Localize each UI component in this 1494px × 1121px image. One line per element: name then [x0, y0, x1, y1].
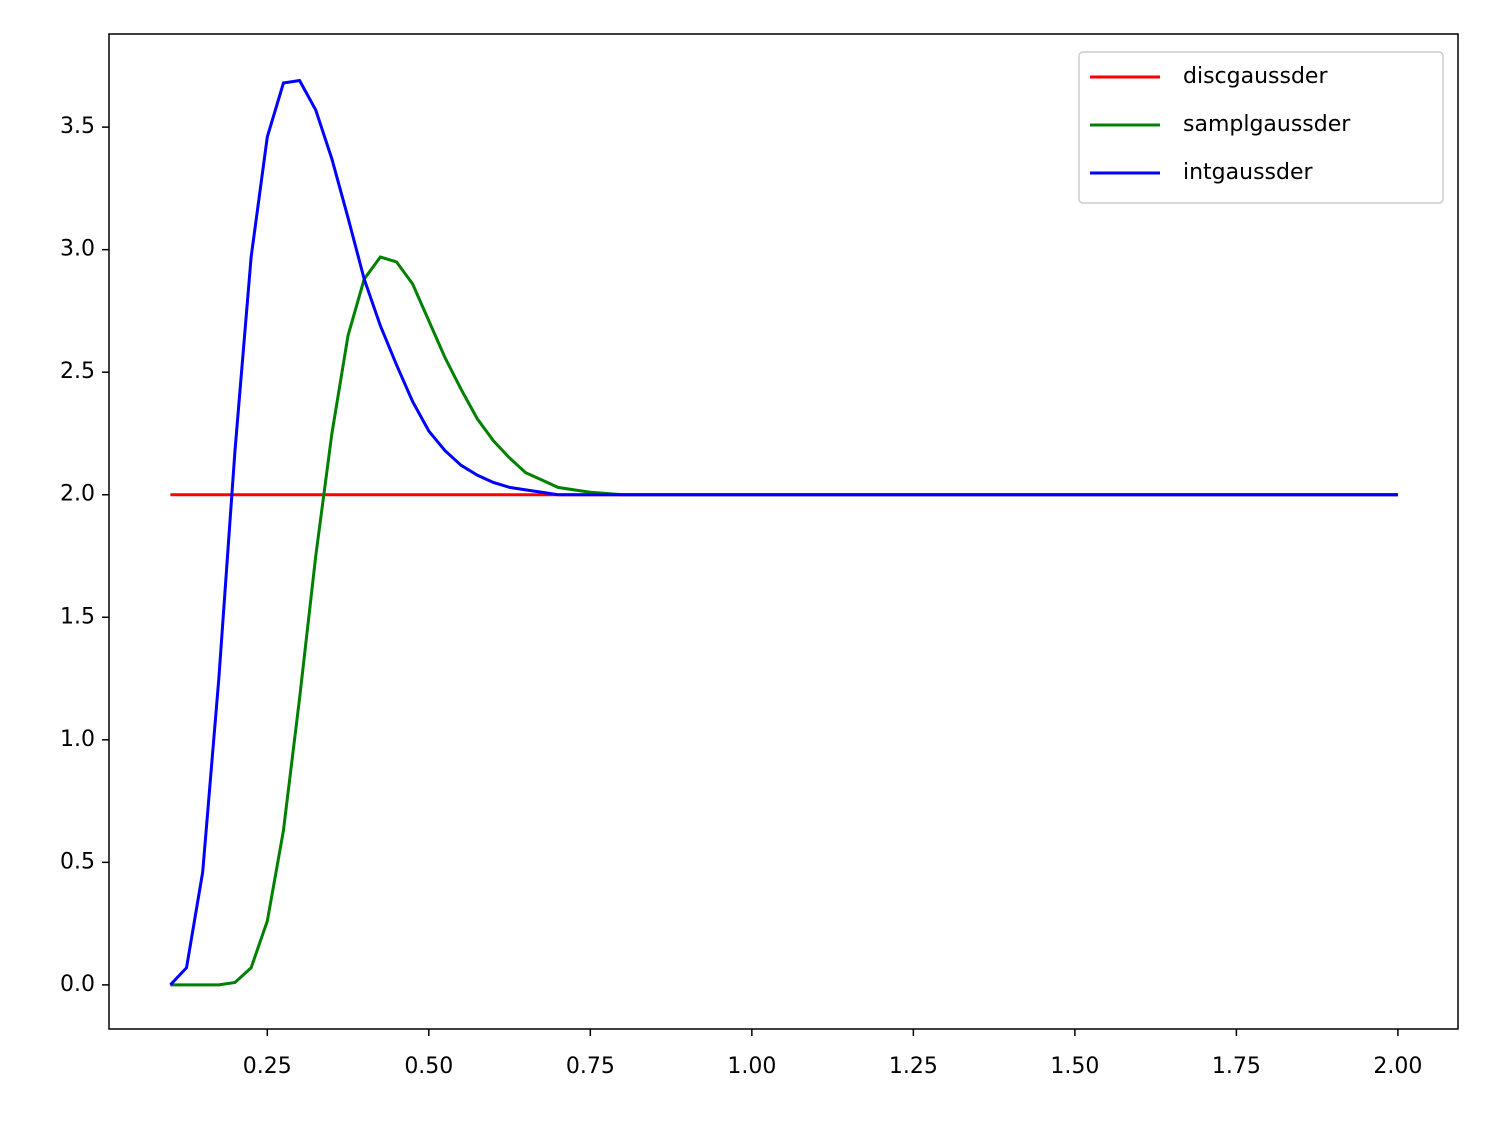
- y-tick-label: 3.5: [60, 114, 95, 139]
- y-tick-label: 0.5: [60, 849, 95, 874]
- x-tick-label: 1.75: [1212, 1054, 1261, 1079]
- legend-label: discgaussder: [1183, 64, 1328, 89]
- y-tick-label: 2.5: [60, 359, 95, 384]
- x-tick-label: 1.25: [889, 1054, 938, 1079]
- x-tick-label: 0.50: [404, 1054, 453, 1079]
- y-tick-label: 2.0: [60, 482, 95, 507]
- legend-label: samplgaussder: [1183, 112, 1351, 137]
- x-tick-label: 1.00: [727, 1054, 776, 1079]
- x-tick-label: 0.75: [566, 1054, 615, 1079]
- y-tick-label: 1.5: [60, 604, 95, 629]
- x-tick-label: 1.50: [1050, 1054, 1099, 1079]
- x-tick-label: 2.00: [1373, 1054, 1422, 1079]
- y-tick-label: 3.0: [60, 237, 95, 262]
- line-series: [169, 78, 1398, 986]
- line-series: [170, 255, 1398, 987]
- y-tick-label: 0.0: [60, 972, 95, 997]
- x-tick-label: 0.25: [243, 1054, 292, 1079]
- legend-label: intgaussder: [1183, 160, 1313, 185]
- plot-frame: [108, 33, 1459, 1030]
- y-tick-label: 1.0: [60, 727, 95, 752]
- legend-box: [1078, 51, 1444, 204]
